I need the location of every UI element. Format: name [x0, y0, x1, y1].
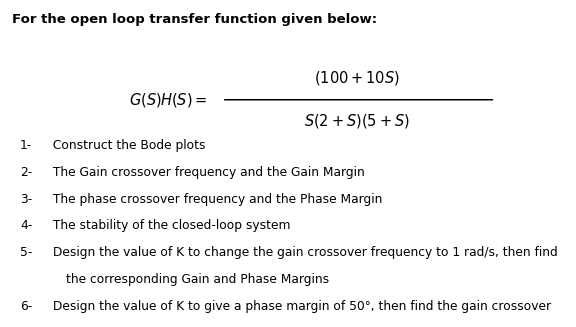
Text: The Gain crossover frequency and the Gain Margin: The Gain crossover frequency and the Gai… [49, 166, 365, 179]
Text: $G(S)H(S) = $: $G(S)H(S) = $ [129, 91, 207, 109]
Text: The stability of the closed-loop system: The stability of the closed-loop system [49, 219, 290, 232]
Text: 5-: 5- [20, 246, 32, 259]
Text: 3-: 3- [20, 193, 32, 206]
Text: Design the value of K to change the gain crossover frequency to 1 rad/s, then fi: Design the value of K to change the gain… [49, 246, 558, 259]
Text: Construct the Bode plots: Construct the Bode plots [49, 139, 206, 152]
Text: $(100 + 10S)$: $(100 + 10S)$ [314, 69, 400, 88]
Text: 2-: 2- [20, 166, 32, 179]
Text: The phase crossover frequency and the Phase Margin: The phase crossover frequency and the Ph… [49, 193, 382, 206]
Text: $S(2 + S)(5 + S)$: $S(2 + S)(5 + S)$ [304, 112, 410, 130]
Text: For the open loop transfer function given below:: For the open loop transfer function give… [12, 13, 377, 26]
Text: 4-: 4- [20, 219, 32, 232]
Text: Design the value of K to give a phase margin of 50°, then find the gain crossove: Design the value of K to give a phase ma… [49, 300, 551, 313]
Text: 1-: 1- [20, 139, 32, 152]
Text: the corresponding Gain and Phase Margins: the corresponding Gain and Phase Margins [66, 273, 329, 286]
Text: 6-: 6- [20, 300, 32, 313]
